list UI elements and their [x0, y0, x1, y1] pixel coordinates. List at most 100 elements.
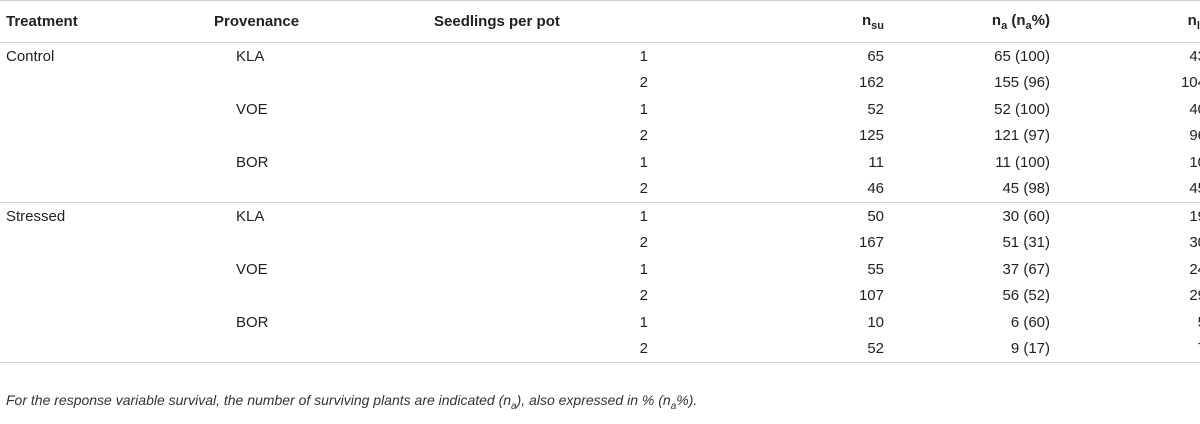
cell-provenance — [206, 283, 414, 310]
cell-seedlings: 1 — [414, 43, 744, 70]
cell-treatment — [0, 230, 206, 257]
cell-seedlings: 2 — [414, 176, 744, 203]
cell-provenance — [206, 230, 414, 257]
cell-nls: 29 — [1056, 283, 1200, 310]
cell-treatment — [0, 283, 206, 310]
cell-nls: 19 — [1056, 203, 1200, 230]
cell-seedlings: 1 — [414, 96, 744, 123]
cell-treatment — [0, 96, 206, 123]
cell-nsu: 65 — [744, 43, 890, 70]
table-row: BOR 1 10 6 (60) 5 6 — [0, 309, 1200, 336]
cell-nsu: 52 — [744, 96, 890, 123]
cell-provenance: VOE — [206, 96, 414, 123]
cell-seedlings: 2 — [414, 123, 744, 150]
cell-na: 51 (31) — [890, 230, 1056, 257]
cell-nsu: 162 — [744, 70, 890, 97]
cell-treatment — [0, 176, 206, 203]
cell-na: 37 (67) — [890, 256, 1056, 283]
cell-treatment: Control — [0, 43, 206, 70]
cell-seedlings: 2 — [414, 230, 744, 257]
cell-nsu: 167 — [744, 230, 890, 257]
cell-seedlings: 1 — [414, 149, 744, 176]
cell-treatment — [0, 256, 206, 283]
cell-treatment — [0, 70, 206, 97]
header-provenance: Provenance — [206, 1, 414, 43]
cell-nsu: 107 — [744, 283, 890, 310]
cell-na: 155 (96) — [890, 70, 1056, 97]
cell-treatment — [0, 336, 206, 363]
table-row: VOE 1 52 52 (100) 40 52 — [0, 96, 1200, 123]
header-row: Treatment Provenance Seedlings per pot n… — [0, 1, 1200, 43]
table-row: 2 167 51 (31) 30 51 — [0, 230, 1200, 257]
table-row: VOE 1 55 37 (67) 24 37 — [0, 256, 1200, 283]
cell-nls: 7 — [1056, 336, 1200, 363]
cell-provenance — [206, 123, 414, 150]
cell-nsu: 11 — [744, 149, 890, 176]
table-row: Control KLA 1 65 65 (100) 43 65 — [0, 43, 1200, 70]
header-nsu-sub: su — [871, 20, 884, 32]
footnote-part2: ), also expressed in % (n — [517, 392, 671, 408]
cell-provenance: KLA — [206, 203, 414, 230]
cell-provenance: BOR — [206, 149, 414, 176]
cell-nls: 30 — [1056, 230, 1200, 257]
cell-treatment — [0, 149, 206, 176]
cell-nls: 104 — [1056, 70, 1200, 97]
cell-na: 52 (100) — [890, 96, 1056, 123]
cell-na: 6 (60) — [890, 309, 1056, 336]
table-row: 2 107 56 (52) 29 56 — [0, 283, 1200, 310]
header-nls-base: n — [1188, 12, 1197, 29]
footnote-part3: %). — [676, 392, 697, 408]
cell-nsu: 10 — [744, 309, 890, 336]
table-row: 2 162 155 (96) 104 155 — [0, 70, 1200, 97]
cell-seedlings: 1 — [414, 256, 744, 283]
cell-na: 56 (52) — [890, 283, 1056, 310]
cell-seedlings: 1 — [414, 309, 744, 336]
table-row: 2 125 121 (97) 96 121 — [0, 123, 1200, 150]
table-footnote: For the response variable survival, the … — [6, 392, 697, 412]
cell-nsu: 52 — [744, 336, 890, 363]
cell-provenance — [206, 70, 414, 97]
cell-provenance: VOE — [206, 256, 414, 283]
cell-nls: 24 — [1056, 256, 1200, 283]
cell-nls: 10 — [1056, 149, 1200, 176]
cell-na: 45 (98) — [890, 176, 1056, 203]
cell-nsu: 46 — [744, 176, 890, 203]
cell-treatment — [0, 309, 206, 336]
cell-nsu: 50 — [744, 203, 890, 230]
cell-na: 9 (17) — [890, 336, 1056, 363]
cell-nsu: 125 — [744, 123, 890, 150]
cell-treatment: Stressed — [0, 203, 206, 230]
footnote-part1: For the response variable survival, the … — [6, 392, 511, 408]
cell-provenance: BOR — [206, 309, 414, 336]
table-row: BOR 1 11 11 (100) 10 11 — [0, 149, 1200, 176]
table-row: Stressed KLA 1 50 30 (60) 19 30 — [0, 203, 1200, 230]
header-na-end: %) — [1032, 12, 1050, 29]
cell-provenance: KLA — [206, 43, 414, 70]
header-seedlings: Seedlings per pot — [414, 1, 744, 43]
header-nsu: nsu — [744, 1, 890, 43]
header-nls: nls — [1056, 1, 1200, 43]
cell-seedlings: 2 — [414, 336, 744, 363]
table-row: 2 52 9 (17) 7 9 — [0, 336, 1200, 363]
cell-nls: 40 — [1056, 96, 1200, 123]
cell-na: 30 (60) — [890, 203, 1056, 230]
cell-treatment — [0, 123, 206, 150]
header-treatment: Treatment — [0, 1, 206, 43]
header-nsu-base: n — [862, 12, 871, 29]
cell-nls: 45 — [1056, 176, 1200, 203]
header-na-base: n — [992, 12, 1001, 29]
cell-seedlings: 2 — [414, 283, 744, 310]
header-na-mid: (n — [1007, 12, 1025, 29]
data-table: Treatment Provenance Seedlings per pot n… — [0, 0, 1200, 363]
cell-nsu: 55 — [744, 256, 890, 283]
cell-provenance — [206, 176, 414, 203]
cell-nls: 96 — [1056, 123, 1200, 150]
cell-seedlings: 1 — [414, 203, 744, 230]
table-row: 2 46 45 (98) 45 45 — [0, 176, 1200, 203]
header-na: na (na%) — [890, 1, 1056, 43]
cell-seedlings: 2 — [414, 70, 744, 97]
cell-na: 65 (100) — [890, 43, 1056, 70]
cell-nls: 5 — [1056, 309, 1200, 336]
cell-nls: 43 — [1056, 43, 1200, 70]
